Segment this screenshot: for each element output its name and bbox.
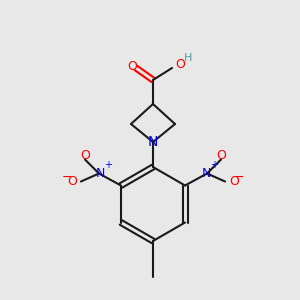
Text: +: + bbox=[104, 160, 112, 170]
Text: H: H bbox=[184, 53, 192, 63]
Text: O: O bbox=[80, 149, 90, 162]
Text: O: O bbox=[175, 58, 185, 70]
Text: +: + bbox=[210, 160, 218, 170]
Text: N: N bbox=[148, 135, 158, 149]
Text: N: N bbox=[95, 167, 105, 180]
Text: O: O bbox=[127, 59, 137, 73]
Text: O: O bbox=[216, 149, 226, 162]
Text: −: − bbox=[234, 171, 244, 184]
Text: O: O bbox=[67, 175, 77, 188]
Text: N: N bbox=[201, 167, 211, 180]
Text: O: O bbox=[229, 175, 239, 188]
Text: −: − bbox=[62, 171, 72, 184]
